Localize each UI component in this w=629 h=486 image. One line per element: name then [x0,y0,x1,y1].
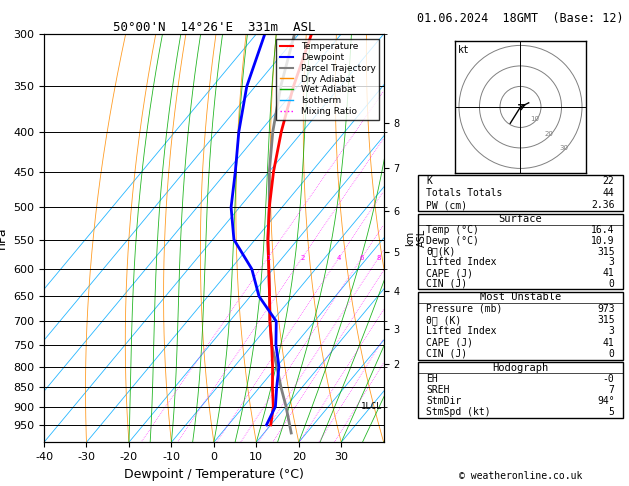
Text: Most Unstable: Most Unstable [480,292,561,302]
Legend: Temperature, Dewpoint, Parcel Trajectory, Dry Adiabat, Wet Adiabat, Isotherm, Mi: Temperature, Dewpoint, Parcel Trajectory… [276,38,379,120]
Text: StmSpd (kt): StmSpd (kt) [426,407,491,417]
Text: θᴇ(K): θᴇ(K) [426,246,456,257]
Text: 01.06.2024  18GMT  (Base: 12): 01.06.2024 18GMT (Base: 12) [417,12,624,25]
Text: Pressure (mb): Pressure (mb) [426,304,503,313]
Text: CAPE (J): CAPE (J) [426,268,474,278]
Text: Hodograph: Hodograph [493,363,548,373]
Text: K: K [426,176,432,186]
Text: 0: 0 [609,279,615,289]
Text: SREH: SREH [426,385,450,395]
Text: 6: 6 [360,255,364,260]
Text: 20: 20 [545,131,554,137]
Text: 973: 973 [597,304,615,313]
Text: 3: 3 [609,257,615,267]
Text: Lifted Index: Lifted Index [426,326,497,336]
Text: StmDir: StmDir [426,396,462,406]
Text: 41: 41 [603,268,615,278]
Text: 315: 315 [597,246,615,257]
Text: Lifted Index: Lifted Index [426,257,497,267]
Text: CIN (J): CIN (J) [426,349,467,359]
X-axis label: Dewpoint / Temperature (°C): Dewpoint / Temperature (°C) [124,468,304,481]
Text: 22: 22 [603,176,615,186]
Text: 41: 41 [603,338,615,347]
Text: 10: 10 [530,116,539,122]
Text: 315: 315 [597,315,615,325]
Text: EH: EH [426,374,438,384]
Text: 30: 30 [559,145,568,151]
Text: 44: 44 [603,188,615,198]
Text: Surface: Surface [499,214,542,224]
Text: 10.9: 10.9 [591,236,615,246]
Y-axis label: km
ASL: km ASL [405,229,427,247]
Text: 2.36: 2.36 [591,200,615,210]
Text: 5: 5 [609,407,615,417]
Text: © weatheronline.co.uk: © weatheronline.co.uk [459,471,582,481]
Text: 16.4: 16.4 [591,225,615,235]
Text: kt: kt [457,45,469,55]
Text: 0: 0 [609,349,615,359]
Text: 1LCL: 1LCL [361,402,382,411]
Text: 1: 1 [266,255,270,260]
Text: PW (cm): PW (cm) [426,200,467,210]
Text: Temp (°C): Temp (°C) [426,225,479,235]
Text: CAPE (J): CAPE (J) [426,338,474,347]
Title: 50°00'N  14°26'E  331m  ASL: 50°00'N 14°26'E 331m ASL [113,21,315,34]
Text: 2: 2 [300,255,304,260]
Text: 94°: 94° [597,396,615,406]
Text: θᴇ (K): θᴇ (K) [426,315,462,325]
Text: Totals Totals: Totals Totals [426,188,503,198]
Y-axis label: hPa: hPa [0,227,8,249]
Text: Dewp (°C): Dewp (°C) [426,236,479,246]
Text: -0: -0 [603,374,615,384]
Text: CIN (J): CIN (J) [426,279,467,289]
Text: 3: 3 [609,326,615,336]
Text: 8: 8 [376,255,381,260]
Text: 7: 7 [609,385,615,395]
Text: 4: 4 [337,255,342,260]
